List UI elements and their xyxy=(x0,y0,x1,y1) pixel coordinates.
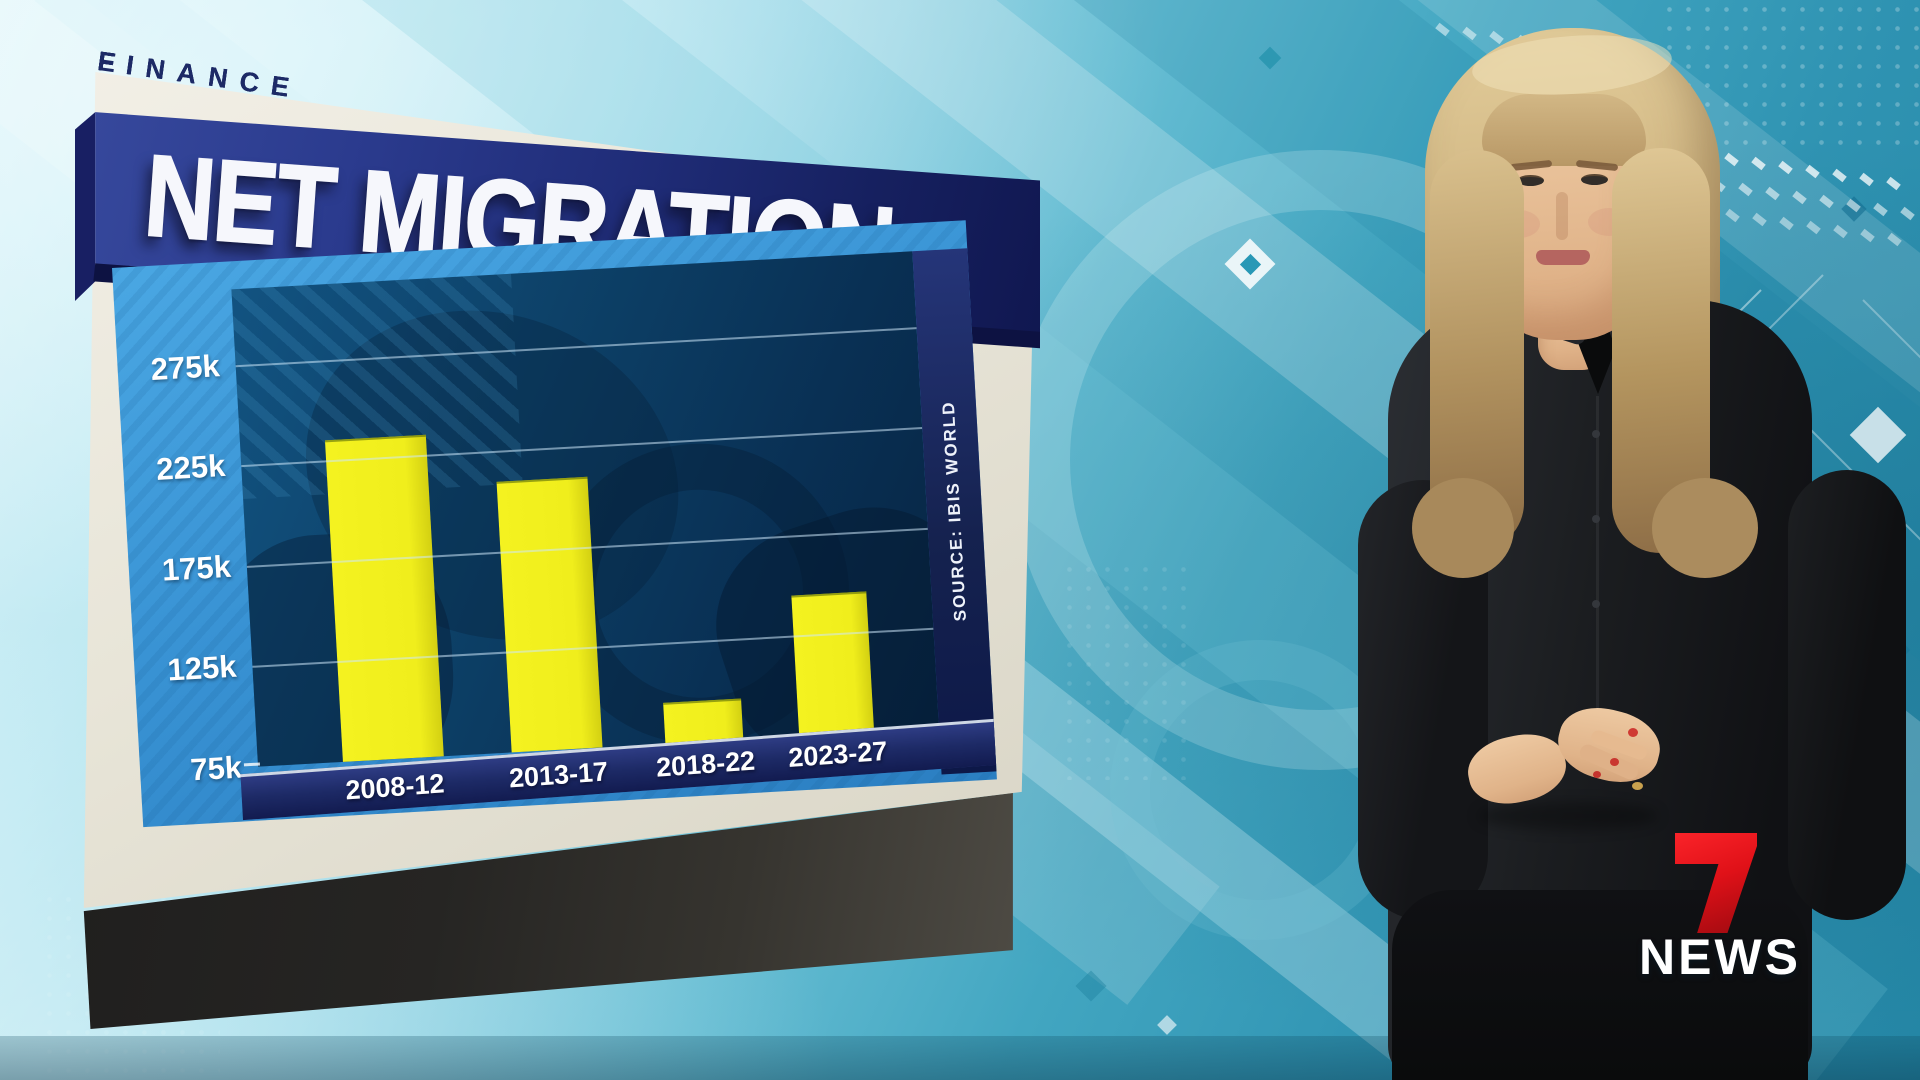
presenter-sleeve-right xyxy=(1788,470,1906,920)
deco-dash xyxy=(1886,176,1901,191)
seven-news-logo: NEWS xyxy=(1600,820,1840,990)
presenter-eye-right xyxy=(1581,174,1608,185)
bar-2023-27 xyxy=(791,591,875,742)
presenter-placket xyxy=(1596,396,1599,726)
presenter-button xyxy=(1592,515,1600,523)
y-tick-label: 125k xyxy=(166,648,238,688)
bar-2008-12 xyxy=(324,435,445,767)
x-tick-label: 2008-12 xyxy=(344,768,446,806)
y-tick-label: 175k xyxy=(160,548,232,588)
presenter-button xyxy=(1592,600,1600,608)
presenter-hair-tip-right xyxy=(1652,478,1758,578)
source-text: SOURCE: IBIS WORLD xyxy=(938,400,970,623)
x-tick-label: 2018-22 xyxy=(655,745,756,783)
presenter-skirt xyxy=(1392,890,1808,1080)
x-tick-label: 2013-17 xyxy=(508,756,609,794)
y-tick-label: 75k xyxy=(189,749,244,787)
y-tick-label: 225k xyxy=(155,448,227,488)
plot-area xyxy=(231,251,939,767)
banner-left-face xyxy=(75,112,96,302)
seven-logo-icon xyxy=(1675,833,1757,933)
net-migration-chart: 275k 225k 175k 125k 75k SOURCE: IBIS WORLD 2… xyxy=(112,220,997,828)
deco-dash xyxy=(1900,206,1915,221)
x-tick-label: 2023-27 xyxy=(787,735,889,774)
y-tick-label: 275k xyxy=(149,348,221,387)
presenter-nail xyxy=(1593,771,1601,778)
presenter-nose-shade xyxy=(1556,192,1568,240)
presenter-ring xyxy=(1632,782,1643,790)
finance-strap-word: F xyxy=(95,46,129,80)
presenter-photo xyxy=(1040,10,1906,1080)
presenter-eye-left xyxy=(1517,175,1544,186)
presenter-button xyxy=(1592,430,1600,438)
presenter-nail xyxy=(1610,758,1619,766)
presenter-hair-tip-left xyxy=(1412,478,1514,578)
deco-dot-grid xyxy=(1060,560,1190,780)
presenter-hair-fringe xyxy=(1482,94,1646,166)
presenter-lips xyxy=(1536,250,1590,265)
presenter-hands-shadow xyxy=(1478,802,1658,830)
deco-dash xyxy=(1887,232,1902,247)
news-wordmark: NEWS xyxy=(1639,929,1801,985)
presenter-nail xyxy=(1628,728,1638,737)
bar-2013-17 xyxy=(496,476,603,759)
